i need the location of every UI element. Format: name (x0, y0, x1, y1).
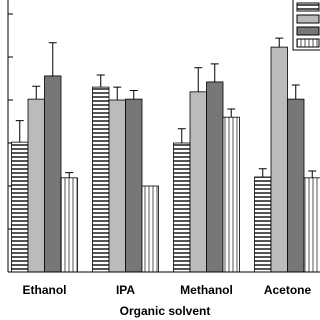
x-tick-label: Ethanol (23, 283, 67, 297)
bar (287, 98, 305, 273)
bar (206, 81, 224, 273)
bar (27, 98, 45, 273)
bar (303, 177, 320, 273)
error-bar (308, 170, 317, 178)
error-bar (194, 67, 203, 92)
error-bar (291, 84, 300, 100)
bar (222, 116, 240, 273)
error-bar (177, 128, 186, 143)
error-bar (258, 168, 267, 177)
error-bar (65, 172, 74, 178)
error-bar (32, 85, 41, 100)
error-bar (96, 74, 105, 88)
bar (108, 99, 126, 273)
bar (125, 98, 143, 273)
x-tick-label: IPA (116, 283, 135, 297)
error-bar (113, 86, 122, 100)
error-bar (15, 120, 24, 143)
bar (60, 177, 78, 273)
legend-swatch (296, 2, 320, 12)
bar (270, 46, 288, 273)
error-bar (48, 42, 57, 76)
legend (292, 0, 320, 51)
x-tick-label: Acetone (264, 283, 312, 297)
x-tick-label: Methanol (180, 283, 233, 297)
error-bar (275, 37, 284, 48)
bar (11, 141, 29, 273)
bar (254, 176, 272, 273)
bar (189, 91, 207, 273)
bar (44, 75, 62, 273)
legend-swatch (296, 26, 320, 36)
error-bar (210, 63, 219, 82)
bar (141, 185, 159, 273)
legend-swatch (296, 38, 320, 48)
bar (92, 86, 110, 273)
error-bar (227, 108, 236, 118)
bar (173, 142, 191, 273)
x-axis-title: Organic solvent (120, 304, 211, 318)
error-bar (129, 90, 138, 100)
legend-swatch (296, 14, 320, 24)
